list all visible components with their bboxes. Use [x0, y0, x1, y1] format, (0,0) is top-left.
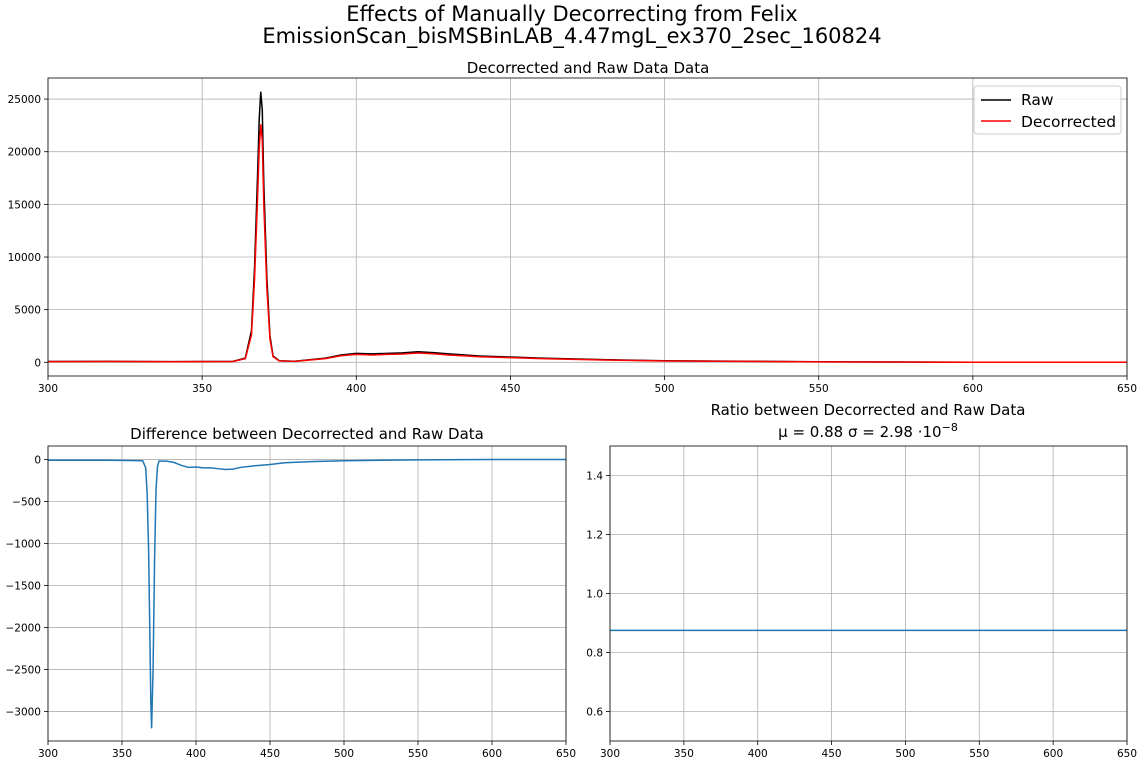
- legend-raw-label: Raw: [1021, 91, 1054, 109]
- difference-x-tick-label: 400: [186, 748, 206, 760]
- ratio-x-tick-label: 650: [1117, 748, 1137, 760]
- top-y-tick-label: 15000: [8, 199, 41, 211]
- difference-plot-title: Difference between Decorrected and Raw D…: [130, 425, 484, 443]
- difference-x-tick-label: 650: [556, 748, 576, 760]
- difference-x-tick-label: 350: [112, 748, 132, 760]
- top-y-tick-label: 5000: [14, 305, 41, 317]
- figure-suptitle-line2: EmissionScan_bisMSBinLAB_4.47mgL_ex370_2…: [262, 24, 881, 49]
- ratio-x-tick-label: 400: [748, 748, 768, 760]
- top-plot-legend: Raw Decorrected: [973, 85, 1122, 135]
- ratio-x-tick-label: 300: [600, 748, 620, 760]
- top-x-tick-label: 450: [500, 383, 520, 395]
- difference-y-tick-label: −2500: [5, 665, 41, 677]
- difference-series-line-0: [48, 458, 566, 729]
- top-y-tick-label: 25000: [8, 94, 41, 106]
- top-y-tick-label: 10000: [8, 252, 41, 264]
- ratio-plot-stats: μ = 0.88 σ = 2.98 ·10−8: [778, 421, 958, 441]
- difference-y-tick-label: −3000: [5, 707, 41, 719]
- difference-y-tick-label: 0: [34, 454, 41, 466]
- difference-x-tick-label: 550: [408, 748, 428, 760]
- top-series-line-raw: [48, 91, 1127, 364]
- ratio-plot-title: Ratio between Decorrected and Raw Data: [711, 401, 1026, 419]
- top-series-line-decorrected: [48, 124, 1127, 364]
- difference-y-tick-label: −1500: [5, 581, 41, 593]
- top-x-tick-label: 350: [192, 383, 212, 395]
- legend-frame: [973, 85, 1122, 135]
- top-y-tick-label: 20000: [8, 147, 41, 159]
- ratio-y-tick-label: 0.6: [586, 707, 603, 719]
- top-x-tick-label: 400: [346, 383, 366, 395]
- difference-y-tick-label: −500: [12, 496, 41, 508]
- top-plot-title: Decorrected and Raw Data Data: [467, 59, 710, 77]
- ratio-x-tick-label: 550: [969, 748, 989, 760]
- difference-y-tick-label: −1000: [5, 538, 41, 550]
- ratio-x-tick-label: 350: [674, 748, 694, 760]
- top-y-tick-label: 0: [34, 357, 41, 369]
- ratio-plot-stats-text: μ = 0.88 σ = 2.98 ·10: [778, 423, 941, 441]
- ratio-y-tick-label: 1.2: [586, 530, 603, 542]
- ratio-plot-stats-exponent: −8: [942, 421, 958, 434]
- ratio-x-tick-label: 450: [822, 748, 842, 760]
- difference-x-tick-label: 450: [260, 748, 280, 760]
- difference-y-tick-label: −2000: [5, 623, 41, 635]
- ratio-x-tick-label: 600: [1043, 748, 1063, 760]
- difference-axes-frame: [47, 445, 567, 742]
- ratio-axes-frame: [609, 445, 1128, 742]
- top-x-tick-label: 650: [1117, 383, 1137, 395]
- top-x-tick-label: 600: [963, 383, 983, 395]
- ratio-x-tick-label: 500: [895, 748, 915, 760]
- figure-suptitle-line1: Effects of Manually Decorrecting from Fe…: [346, 2, 797, 26]
- ratio-y-tick-label: 1.0: [586, 589, 603, 601]
- ratio-y-tick-label: 1.4: [586, 471, 603, 483]
- top-x-tick-label: 500: [655, 383, 675, 395]
- top-plot-area: 300 350 400 450 500 550 600 650 0 5000 10000 15000 2…: [8, 77, 1137, 395]
- ratio-y-tick-label: 0.8: [586, 648, 603, 660]
- difference-x-tick-label: 600: [482, 748, 502, 760]
- difference-plot-area: 300 350 400 450 500 550 600 650 0 −500 −1000 −1500 −…: [5, 445, 576, 760]
- top-x-tick-label: 550: [809, 383, 829, 395]
- top-axes-frame: [47, 77, 1128, 377]
- difference-x-tick-label: 500: [334, 748, 354, 760]
- legend-decorrected-label: Decorrected: [1021, 113, 1116, 131]
- difference-x-tick-label: 300: [38, 748, 58, 760]
- top-x-tick-label: 300: [38, 383, 58, 395]
- ratio-plot-area: 300 350 400 450 500 550 600 650 0.6 0.8 1.0 1.2 1.4: [586, 445, 1137, 760]
